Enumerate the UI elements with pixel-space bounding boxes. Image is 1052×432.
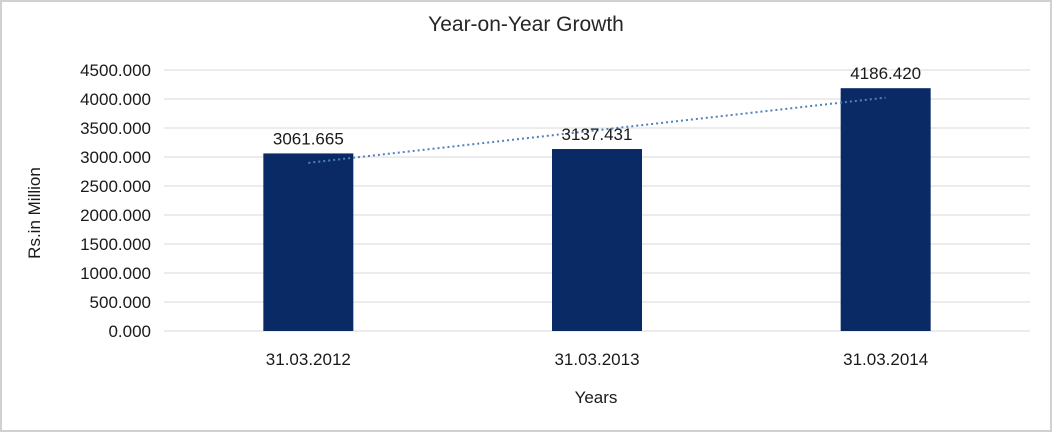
bar — [840, 88, 931, 331]
data-label: 4186.420 — [850, 64, 921, 83]
chart-title: Year-on-Year Growth — [428, 13, 624, 36]
y-tick-label: 4500.000 — [80, 61, 151, 80]
y-tick-label: 0.000 — [108, 322, 151, 341]
bar — [263, 153, 354, 331]
bar — [552, 149, 642, 331]
x-axis-title: Years — [574, 388, 618, 407]
y-tick-label: 4000.000 — [80, 90, 151, 109]
category-label: 31.03.2012 — [266, 350, 351, 369]
y-tick-label: 500.000 — [90, 293, 151, 312]
y-tick-label: 3500.000 — [80, 119, 151, 138]
y-tick-label: 3000.000 — [80, 148, 151, 167]
y-tick-label: 2000.000 — [80, 206, 151, 225]
y-tick-label: 1000.000 — [80, 264, 151, 283]
y-tick-label: 2500.000 — [80, 177, 151, 196]
category-label: 31.03.2014 — [843, 350, 928, 369]
category-label: 31.03.2013 — [554, 350, 639, 369]
trendline — [308, 96, 886, 164]
data-label: 3137.431 — [562, 125, 633, 144]
data-label: 3061.665 — [273, 129, 344, 148]
y-tick-label: 1500.000 — [80, 235, 151, 254]
